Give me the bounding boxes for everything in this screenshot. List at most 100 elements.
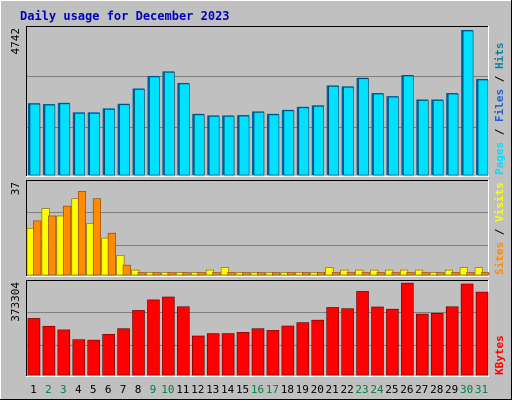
day-label: 29 [445,383,458,396]
legend-part: Hits [493,43,506,70]
day-label: 30 [460,383,473,396]
sites-bar [466,272,475,276]
day-label: 22 [340,383,353,396]
kbytes-bar [132,310,145,376]
kbytes-bar [236,332,250,376]
day-label: 5 [90,383,97,396]
chart-title: Daily usage for December 2023 [20,9,230,23]
pages-bar [328,86,339,176]
sites-bar [167,272,176,276]
kbytes-bar [102,333,115,376]
day-label: 28 [430,383,443,396]
sites-bar [137,272,146,276]
sites-bar [242,272,251,276]
pages-files-hits-max-label: 4742 [9,28,22,55]
pages-bar [149,76,160,176]
visits-sites-panel: 37 Sites / Visits [9,180,506,277]
kbytes-bar [386,308,399,376]
pages-bar [403,75,414,176]
pages-bar [418,100,429,176]
sites-bar [152,272,161,276]
day-label: 24 [370,383,384,396]
sites-bar [287,272,296,276]
day-label: 15 [236,383,249,396]
pages-bar [373,93,384,176]
day-label: 10 [161,383,174,396]
pages-bar [29,103,41,176]
kbytes-bar [371,306,384,376]
pages-files-hits-legend-label: Pages / Files / Hits [493,43,506,176]
kbytes-bar [42,325,56,376]
kbytes-bar [266,330,280,376]
pages-bar [119,104,130,176]
kbytes-bar [460,283,474,376]
kbytes-bar [57,329,71,376]
sites-bar [212,272,221,276]
day-label: 11 [176,383,189,396]
legend-part: KBytes [493,335,506,375]
kbytes-bar [311,319,325,376]
day-label: 26 [400,383,413,396]
day-label: 3 [60,383,67,396]
pages-bar [268,114,280,176]
sites-bar [227,272,236,276]
day-label: 1 [30,383,37,396]
pages-bar [313,105,325,176]
pages-bar [283,110,295,176]
sites-bar [48,215,57,276]
legend-part: / [493,122,506,142]
day-label: 27 [415,383,428,396]
sites-bar [346,272,355,276]
sites-bar [391,272,400,276]
day-label: 7 [120,383,127,396]
day-label: 4 [75,383,82,396]
sites-bar [302,272,311,276]
pages-bar [164,72,175,176]
visits-bar [459,267,468,276]
pages-bar [208,116,220,176]
kbytes-bar [177,306,190,376]
legend-part: Sites [493,242,506,275]
sites-bar [197,272,206,276]
legend-part: Visits [493,182,506,222]
day-label: 9 [150,383,157,396]
pages-bar [432,100,444,176]
pages-bar [193,114,205,176]
kbytes-bar [341,308,354,376]
legend-part: Pages [493,142,506,175]
day-label: 8 [135,383,142,396]
kbytes-bar [206,333,220,376]
sites-bar [182,272,191,276]
sites-bar [107,232,116,276]
day-label: 18 [281,383,294,396]
day-label: 17 [266,383,279,396]
pages-bar [44,104,56,176]
sites-bar [436,272,445,276]
sites-bar [406,272,415,276]
pages-bar [447,93,459,176]
kbytes-max-label: 373304 [9,282,22,322]
day-label: 16 [251,383,264,396]
kbytes-bar [281,325,295,376]
day-label: 13 [206,383,219,396]
sites-bar [316,272,326,276]
kbytes-bar [475,291,489,376]
pages-files-hits-panel: 4742 Pages / Files / Hits [9,26,506,177]
pages-bar [477,79,489,176]
sites-bar [122,264,131,276]
visits-bar [474,267,483,276]
sites-bar [481,272,490,276]
day-label: 20 [311,383,324,396]
pages-bar [388,96,399,176]
sites-bar [451,272,460,276]
legend-part: / [493,69,506,89]
sites-bar [257,272,266,276]
sites-bar [33,220,42,276]
visits-sites-legend-label: Sites / Visits [493,182,506,275]
kbytes-bar [162,296,175,376]
visits-sites-max-label: 37 [9,182,22,195]
visits-bar [220,267,229,276]
kbytes-panel: 373304 KBytes [9,280,506,377]
